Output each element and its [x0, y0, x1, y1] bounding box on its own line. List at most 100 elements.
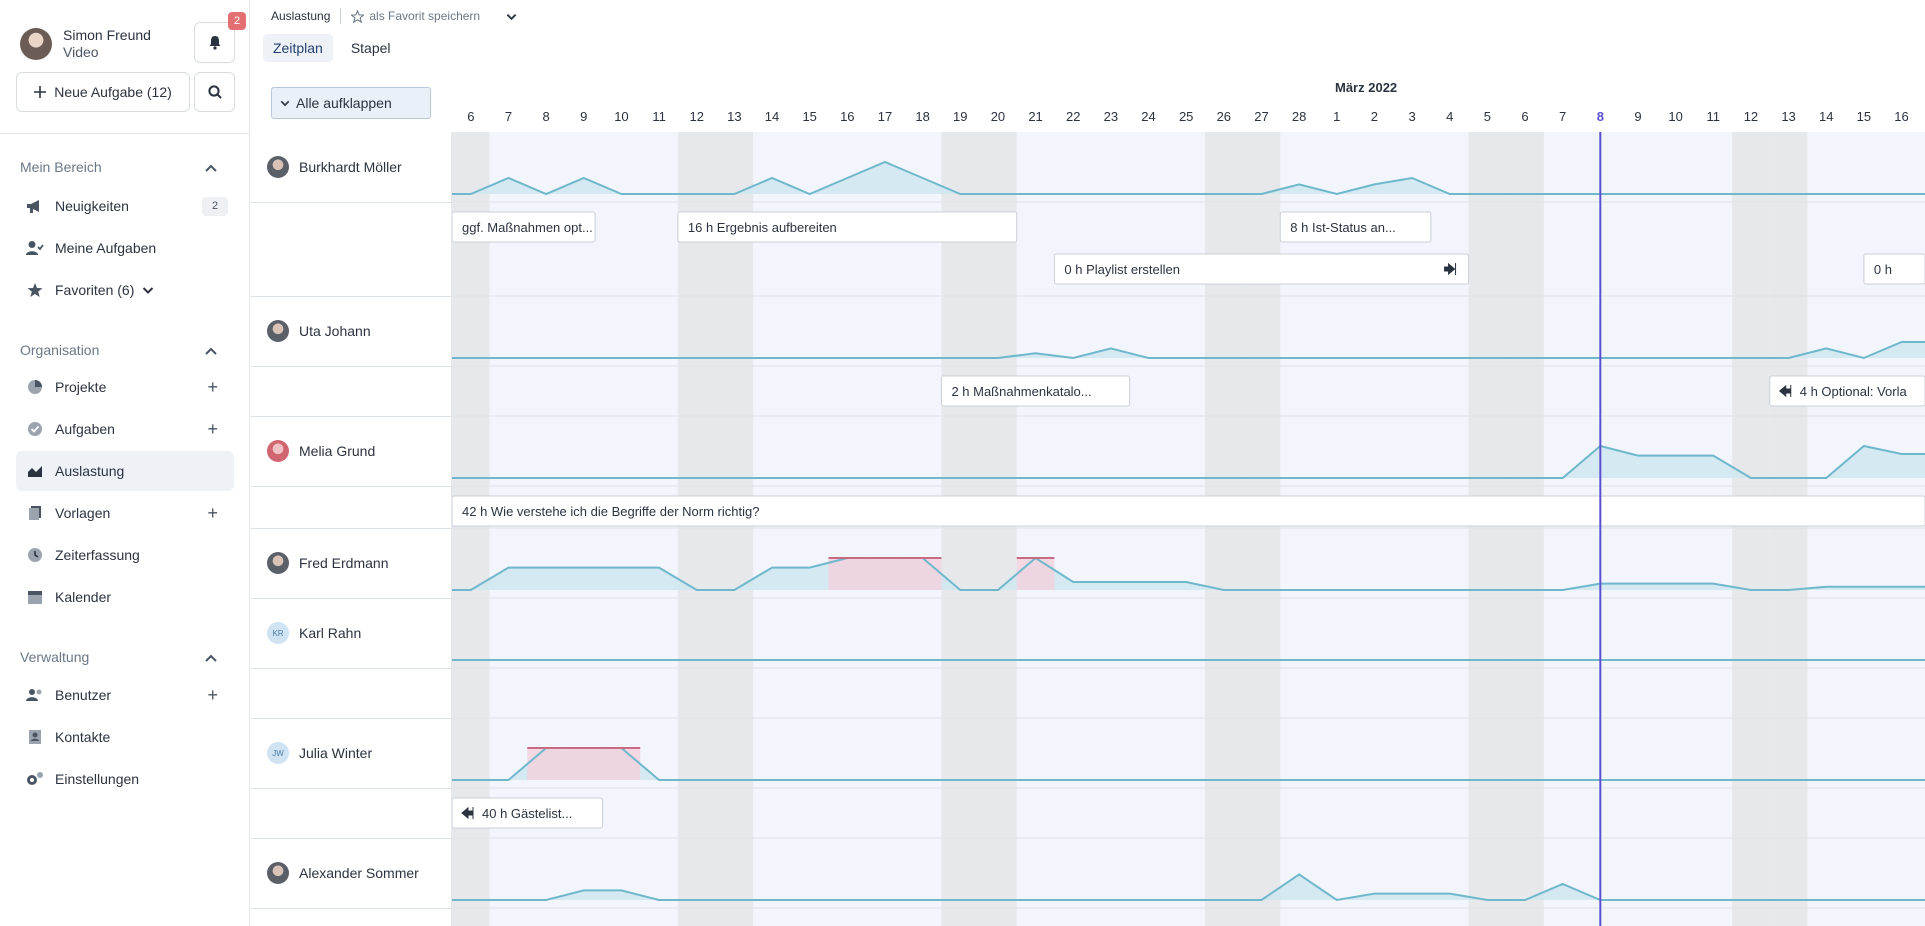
add-task-button[interactable]: + [207, 418, 218, 439]
day-label: 14 [765, 109, 779, 124]
sidebar-item-kontakte[interactable]: Kontakte [16, 717, 234, 757]
add-template-button[interactable]: + [207, 502, 218, 523]
timeline-grid: 6 7 8 9 10 11 12 13 14 15 16 17 18 19 20 21 22 23 24 25 26 27… [452, 109, 1925, 926]
day-label: 13 [1781, 109, 1795, 124]
arrow-right-bar-icon [1444, 262, 1457, 276]
person-row[interactable]: Fred Erdmann [267, 552, 388, 574]
task-bar[interactable]: 0 h [1863, 253, 1925, 285]
task-bar[interactable]: 2 h Maßnahmenkatalo... [940, 375, 1131, 407]
person-row[interactable]: JW Julia Winter [267, 742, 372, 764]
lane-separator [251, 416, 452, 417]
search-button[interactable] [194, 72, 235, 112]
task-bar[interactable]: 8 h Ist-Status an... [1279, 211, 1432, 243]
day-label: 8 [1597, 109, 1604, 124]
day-label: 8 [543, 109, 550, 124]
person-row[interactable]: KR Karl Rahn [267, 622, 361, 644]
weekend-column [452, 132, 490, 926]
sidebar-item-projekte[interactable]: Projekte + [16, 367, 234, 407]
sidebar-item-einstellungen[interactable]: Einstellungen [16, 759, 234, 799]
expand-all-button[interactable]: Alle aufklappen [271, 87, 431, 119]
task-label: 40 h Gästelist... [482, 806, 572, 821]
task-bar[interactable]: ggf. Maßnahmen opt... [452, 211, 596, 243]
avatar [267, 156, 289, 178]
weekend-column [715, 132, 754, 926]
task-bar[interactable]: 16 h Ergebnis aufbereiten [677, 211, 1018, 243]
expand-all-label: Alle aufklappen [296, 95, 392, 111]
avatar [267, 320, 289, 342]
day-label: 9 [1634, 109, 1641, 124]
sidebar-item-zeiterfassung[interactable]: Zeiterfassung [16, 535, 234, 575]
save-favorite-label: als Favorit speichern [369, 9, 481, 23]
sidebar-item-auslastung[interactable]: Auslastung [16, 451, 234, 491]
task-bar[interactable]: 40 h Gästelist... [452, 797, 604, 829]
task-label: 0 h Playlist erstellen [1064, 262, 1180, 277]
contact-card-icon [26, 728, 44, 746]
workload-line [452, 556, 1925, 591]
day-label: 23 [1104, 109, 1118, 124]
task-label: 0 h [1874, 262, 1892, 277]
lane-separator [251, 202, 452, 203]
avatar: JW [267, 742, 289, 764]
sidebar-item-favoriten[interactable]: Favoriten (6) [16, 270, 234, 310]
megaphone-icon [26, 197, 44, 215]
avatar [267, 440, 289, 462]
workload-line [452, 873, 1925, 902]
notifications-button[interactable] [194, 22, 235, 63]
weekend-column [1242, 132, 1281, 926]
day-label: 15 [802, 109, 816, 124]
overload-area [866, 558, 904, 590]
task-bar[interactable]: 42 h Wie verstehe ich die Begriffe der N… [452, 495, 1925, 527]
sidebar-item-label: Neuigkeiten [55, 198, 129, 214]
weekend-column [1205, 132, 1243, 926]
lane-separator [251, 838, 452, 839]
day-label: 15 [1857, 109, 1871, 124]
chevron-down-icon[interactable] [506, 11, 517, 22]
day-label: 6 [467, 109, 474, 124]
user-profile[interactable]: Simon Freund Video [20, 24, 190, 64]
sidebar-item-benutzer[interactable]: Benutzer + [16, 675, 234, 715]
day-label: 20 [991, 109, 1005, 124]
new-task-button[interactable]: Neue Aufgabe (12) [16, 72, 190, 112]
tab-stapel[interactable]: Stapel [350, 40, 391, 56]
bell-icon [209, 36, 220, 50]
lane-separator [251, 528, 452, 529]
sidebar-item-label: Meine Aufgaben [55, 240, 157, 256]
person-name: Julia Winter [299, 745, 373, 761]
user-role: Video [63, 44, 99, 60]
person-row[interactable]: Uta Johann [267, 320, 371, 342]
section-title-verwaltung: Verwaltung [20, 649, 90, 665]
tab-zeitplan[interactable]: Zeitplan [263, 34, 333, 62]
star-icon [26, 281, 44, 299]
person-name: Uta Johann [299, 323, 371, 339]
plus-icon [34, 86, 47, 98]
sidebar-item-label: Einstellungen [55, 771, 140, 787]
sidebar-item-aufgaben[interactable]: Aufgaben + [16, 409, 234, 449]
sidebar-item-vorlagen[interactable]: Vorlagen + [16, 493, 234, 533]
sidebar-item-meine-aufgaben[interactable]: Meine Aufgaben [16, 228, 234, 268]
chevron-up-icon[interactable] [204, 161, 218, 175]
sidebar-item-label: Favoriten (6) [55, 282, 135, 298]
chevron-up-icon[interactable] [204, 651, 218, 665]
sidebar-item-kalender[interactable]: Kalender [16, 577, 234, 617]
add-user-button[interactable]: + [207, 684, 218, 705]
overload-area [1016, 558, 1055, 590]
chevron-down-icon[interactable] [142, 284, 154, 296]
breadcrumb: Auslastung als Favorit speichern [271, 8, 517, 24]
sidebar-divider [0, 133, 250, 134]
add-project-button[interactable]: + [207, 376, 218, 397]
sidebar-item-label: Auslastung [55, 463, 125, 479]
sidebar-item-neuigkeiten[interactable]: Neuigkeiten 2 [16, 186, 234, 226]
day-label: 3 [1408, 109, 1415, 124]
task-bar[interactable]: 0 h Playlist erstellen [1053, 253, 1470, 285]
weekend-column [677, 132, 716, 926]
lane-separator [251, 788, 452, 789]
day-label: 14 [1819, 109, 1833, 124]
lane-separator [251, 718, 452, 719]
person-row[interactable]: Burkhardt Möller [267, 156, 402, 178]
person-row[interactable]: Melia Grund [267, 440, 375, 462]
chevron-up-icon[interactable] [204, 344, 218, 358]
weekend-column [1506, 132, 1544, 926]
person-row[interactable]: Alexander Sommer [267, 862, 419, 884]
task-bar[interactable]: 4 h Optional: Vorla [1769, 375, 1925, 407]
save-favorite-button[interactable]: als Favorit speichern [351, 9, 480, 23]
